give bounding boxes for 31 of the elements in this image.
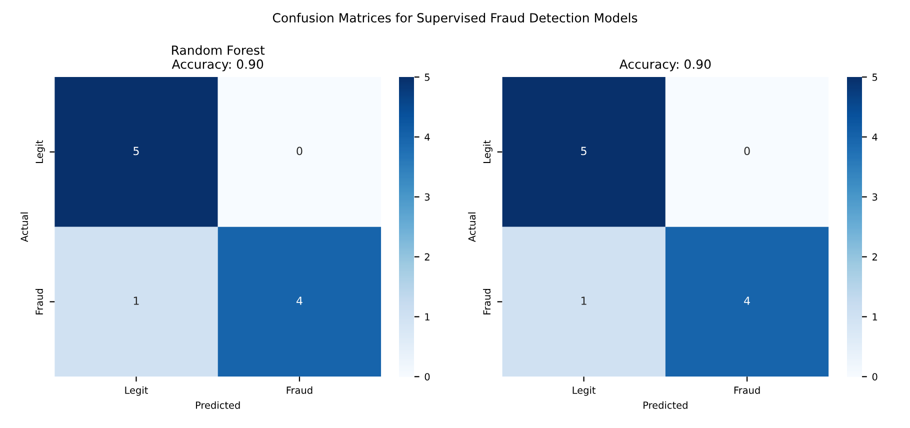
x-tick-label: Legit <box>125 386 148 396</box>
chart-title: Random Forest Accuracy: 0.90 <box>172 45 265 72</box>
color-bar-label: 5 <box>872 74 878 81</box>
color-bar-label: 0 <box>424 373 430 380</box>
color-bar-label: 3 <box>424 193 430 201</box>
x-axis-title: Predicted <box>644 401 688 409</box>
data-label: 5 <box>581 146 586 156</box>
x-tick-label: Legit <box>572 386 596 396</box>
data-label: 1 <box>134 296 139 305</box>
y-axis-title: Actual <box>468 212 476 242</box>
color-bar-label: 2 <box>424 253 430 260</box>
color-bar-label: 0 <box>872 373 878 380</box>
data-label: 4 <box>296 296 302 305</box>
y-axis-title: Actual <box>20 212 28 242</box>
color-bar-label: 1 <box>872 313 878 320</box>
x-tick-label: Fraud <box>286 386 312 394</box>
data-label: 5 <box>134 146 139 156</box>
data-label: 1 <box>581 296 586 305</box>
data-label: 0 <box>744 146 750 156</box>
color-bar-label: 5 <box>424 74 430 81</box>
color-bar-label: 1 <box>425 313 430 320</box>
color-bar-label: 4 <box>872 134 878 141</box>
text: Confusion Matrices for Supervised Fraud Detection Models <box>272 12 638 25</box>
color-bar-label: 3 <box>872 193 878 201</box>
x-tick-label: Fraud <box>734 386 760 394</box>
data-label: 0 <box>296 146 302 156</box>
color-bar-label: 4 <box>424 134 430 141</box>
color-bar-label: 2 <box>872 253 877 260</box>
x-axis-title: Predicted <box>196 401 240 409</box>
chart-title: Accuracy: 0.90 <box>619 59 711 72</box>
data-label: 4 <box>744 296 750 305</box>
